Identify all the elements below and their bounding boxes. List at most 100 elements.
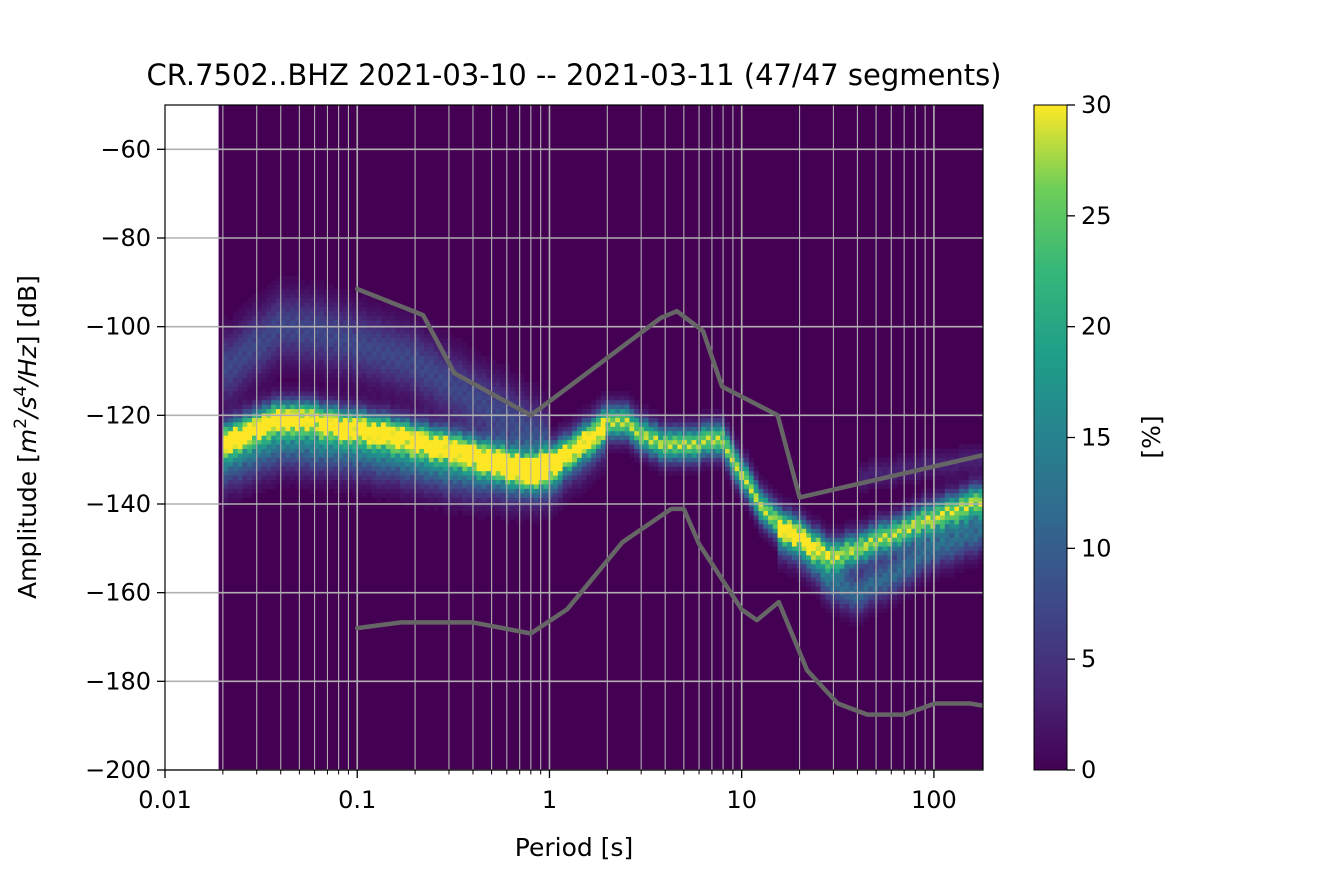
heatmap-cell (533, 515, 540, 520)
heatmap-cell (963, 470, 970, 476)
heatmap-cell (935, 577, 941, 582)
heatmap-cell (557, 421, 563, 427)
heatmap-cell (280, 315, 286, 321)
heatmap-cell (978, 510, 983, 516)
heatmap-cell (424, 426, 430, 432)
heatmap-cell (486, 466, 492, 472)
heatmap-cell (318, 377, 325, 383)
heatmap-cell (228, 435, 234, 441)
heatmap-cell (505, 510, 511, 516)
heatmap-cell (309, 404, 315, 410)
heatmap-cell (935, 457, 941, 463)
heatmap-cell (471, 373, 477, 379)
heatmap-cell (443, 439, 449, 445)
heatmap-cell (744, 484, 750, 489)
heatmap-cell (232, 342, 239, 348)
heatmap-cell (433, 368, 439, 374)
heatmap-cell (414, 373, 420, 379)
heatmap-cell (366, 328, 372, 334)
heatmap-cell (342, 435, 348, 441)
heatmap-cell (404, 475, 411, 481)
heatmap-cell (252, 488, 258, 494)
heatmap-cell (643, 461, 649, 467)
heatmap-cell (385, 390, 391, 396)
heatmap-cell (801, 554, 807, 560)
heatmap-cell (347, 475, 353, 481)
heatmap-cell (357, 461, 363, 467)
heatmap-cell (858, 484, 864, 489)
heatmap-cell (581, 479, 587, 485)
heatmap-cell (892, 537, 898, 543)
heatmap-cell (978, 475, 983, 481)
heatmap-cell (471, 377, 477, 383)
heatmap-cell (390, 328, 396, 334)
heatmap-cell (247, 488, 253, 494)
heatmap-cell (424, 351, 430, 356)
heatmap-cell (304, 373, 310, 379)
heatmap-cell (223, 430, 229, 436)
heatmap-cell (347, 417, 353, 423)
heatmap-cell (940, 453, 946, 458)
heatmap-cell (925, 506, 931, 512)
heatmap-cell (801, 515, 807, 520)
heatmap-cell (533, 399, 540, 405)
heatmap-cell (333, 382, 339, 387)
heatmap-cell (357, 311, 363, 316)
heatmap-cell (252, 355, 258, 361)
heatmap-cell (553, 448, 559, 454)
heatmap-cell (318, 461, 325, 467)
heatmap-cell (290, 280, 296, 285)
heatmap-cell (920, 461, 927, 467)
colorbar-label: [%] (1137, 415, 1166, 458)
heatmap-cell (443, 373, 449, 379)
heatmap-cell (424, 492, 430, 498)
heatmap-cell (495, 475, 501, 481)
heatmap-cell (381, 395, 387, 401)
heatmap-cell (424, 368, 430, 374)
heatmap-cell (672, 466, 678, 472)
heatmap-cell (404, 382, 411, 387)
heatmap-cell (452, 430, 458, 436)
heatmap-cell (376, 302, 382, 308)
heatmap-cell (318, 390, 325, 396)
heatmap-cell (462, 386, 468, 392)
heatmap-cell (299, 470, 305, 476)
heatmap-cell (916, 523, 922, 529)
heatmap-cell (524, 453, 530, 458)
heatmap-cell (381, 328, 387, 334)
heatmap-cell (228, 346, 234, 352)
heatmap-cell (476, 444, 482, 449)
heatmap-cell (543, 417, 549, 423)
heatmap-cell (529, 488, 535, 494)
heatmap-cell (242, 399, 248, 405)
heatmap-cell (400, 488, 406, 494)
heatmap-cell (495, 470, 501, 476)
heatmap-cell (381, 479, 387, 485)
heatmap-cell (490, 386, 497, 392)
heatmap-cell (892, 523, 898, 529)
heatmap-cell (486, 386, 492, 392)
heatmap-cell (290, 390, 296, 396)
heatmap-cell (930, 457, 936, 463)
heatmap-cell (371, 395, 377, 401)
heatmap-cell (366, 417, 372, 423)
heatmap-cell (581, 444, 587, 449)
heatmap-cell (877, 554, 884, 560)
heatmap-cell (333, 444, 339, 449)
heatmap-cell (271, 382, 277, 387)
heatmap-cell (256, 461, 262, 467)
heatmap-cell (419, 453, 425, 458)
heatmap-cell (371, 435, 377, 441)
heatmap-cell (323, 297, 329, 303)
heatmap-cell (352, 466, 358, 472)
heatmap-cell (906, 523, 912, 529)
heatmap-cell (457, 355, 463, 361)
heatmap-cell (414, 408, 420, 414)
heatmap-cell (447, 484, 454, 489)
heatmap-cell (968, 444, 974, 449)
heatmap-cell (514, 510, 520, 516)
heatmap-cell (514, 373, 520, 379)
heatmap-cell (318, 368, 325, 374)
heatmap-cell (768, 497, 774, 503)
